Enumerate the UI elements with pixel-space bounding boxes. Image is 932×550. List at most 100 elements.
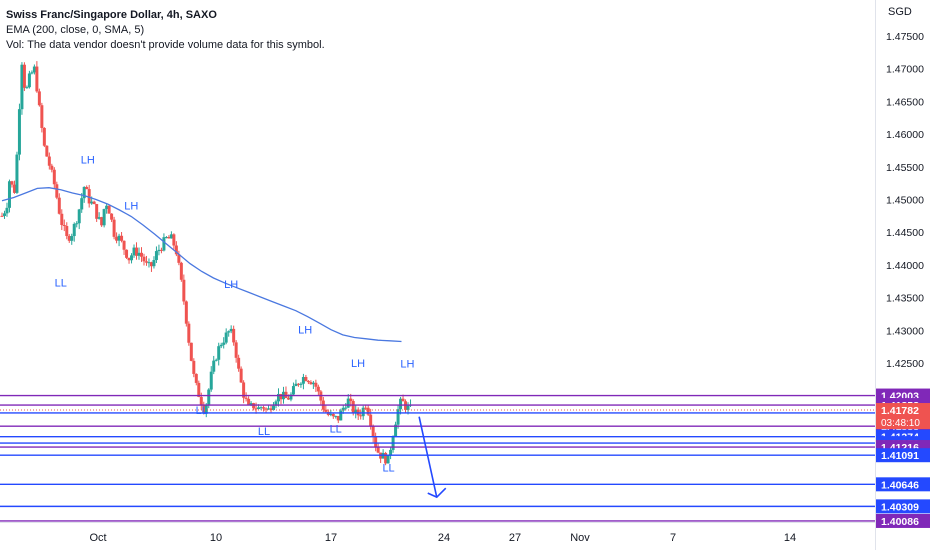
candle-body [77, 209, 81, 224]
x-tick-label: 14 [784, 532, 796, 544]
candle-body [90, 201, 94, 204]
candle-body [234, 342, 238, 358]
y-tick-label: 1.46500 [886, 96, 924, 108]
y-tick-label: 1.47000 [886, 64, 924, 76]
candle-body [289, 394, 293, 400]
candle-body [120, 235, 124, 241]
candle-body [125, 249, 129, 258]
candle-body [359, 415, 363, 417]
candle-body [301, 376, 305, 384]
candle-body [135, 247, 139, 256]
candle-body [112, 219, 116, 237]
candle-body [179, 262, 183, 280]
currency-label: SGD [888, 6, 912, 18]
lower-high-annotation: LH [298, 325, 312, 337]
candle-body [274, 401, 278, 406]
ema-legend-label: EMA (200, close, 0, SMA, 5) [6, 24, 145, 36]
y-tick-label: 1.45500 [886, 162, 924, 174]
candle-body [294, 383, 298, 387]
candle-body [242, 382, 246, 398]
candle-body [264, 408, 268, 410]
candle-body [279, 393, 283, 400]
candle-body [137, 252, 141, 256]
candle-body [399, 398, 403, 410]
candle-body [204, 404, 208, 413]
candle-body [62, 224, 66, 227]
candle-body [217, 346, 221, 360]
x-tick-label: 10 [210, 532, 222, 544]
candle-body [324, 409, 328, 412]
candle-body [162, 237, 166, 251]
y-tick-label: 1.42500 [886, 358, 924, 370]
candle-body [105, 205, 109, 210]
lower-high-annotation: LH [224, 279, 238, 291]
candle-body [386, 455, 390, 464]
candle-body [224, 332, 228, 343]
candle-body [346, 398, 350, 408]
candle-body [107, 205, 111, 214]
candle-body [37, 91, 41, 106]
y-tick-label: 1.43500 [886, 293, 924, 305]
candle-body [127, 257, 131, 261]
candle-body [25, 87, 29, 89]
x-tick-label: 27 [509, 532, 521, 544]
candle-body [95, 204, 99, 219]
candle-body [144, 261, 148, 263]
candle-body [115, 236, 119, 241]
level-price-label: 1.40309 [881, 501, 919, 513]
current-price-tag [876, 403, 930, 430]
x-tick-label: 17 [325, 532, 337, 544]
candle-body [15, 154, 19, 193]
lower-low-annotation: LL [382, 463, 394, 475]
y-tick-label: 1.44000 [886, 260, 924, 272]
candle-body [167, 237, 171, 239]
candle-body [199, 396, 203, 405]
candle-body [80, 198, 84, 210]
candle-body [267, 408, 271, 410]
y-tick-label: 1.44500 [886, 227, 924, 239]
lower-low-annotation: LL [330, 423, 342, 435]
candle-body [376, 447, 380, 453]
y-tick-label: 1.47500 [886, 31, 924, 43]
candle-body [394, 424, 398, 437]
candle-body [369, 414, 373, 426]
candle-body [222, 342, 226, 345]
candle-body [42, 127, 46, 146]
countdown-label: 03:48:10 [881, 418, 920, 429]
candle-body [384, 452, 388, 464]
candle-body [247, 398, 251, 405]
candle-body [396, 409, 400, 425]
candle-body [157, 249, 161, 252]
candle-body [212, 360, 216, 372]
candle-body [244, 397, 248, 399]
candle-body [406, 405, 410, 410]
lower-high-annotation: LH [81, 155, 95, 167]
candle-body [257, 407, 261, 409]
candle-body [232, 328, 236, 343]
candle-body [5, 207, 9, 214]
candle-body [197, 382, 201, 397]
level-price-tag [876, 448, 930, 463]
candle-body [169, 234, 173, 239]
candle-body [55, 184, 59, 198]
candle-body [52, 169, 56, 185]
y-tick-label: 1.45000 [886, 195, 924, 207]
candle-body [147, 262, 151, 264]
candle-body [239, 368, 243, 383]
candle-body [374, 436, 378, 448]
level-price-label: 1.40086 [881, 516, 919, 528]
candle-body [249, 403, 253, 405]
candle-body [50, 165, 54, 170]
candle-body [339, 410, 343, 421]
candle-body [334, 415, 338, 417]
candle-body [304, 376, 308, 381]
candle-body [269, 408, 273, 411]
candle-body [149, 262, 153, 267]
current-price-label: 1.41782 [881, 405, 919, 417]
candle-body [309, 382, 313, 385]
candle-body [361, 407, 365, 417]
candle-body [366, 407, 370, 415]
x-tick-label: Oct [89, 532, 106, 544]
